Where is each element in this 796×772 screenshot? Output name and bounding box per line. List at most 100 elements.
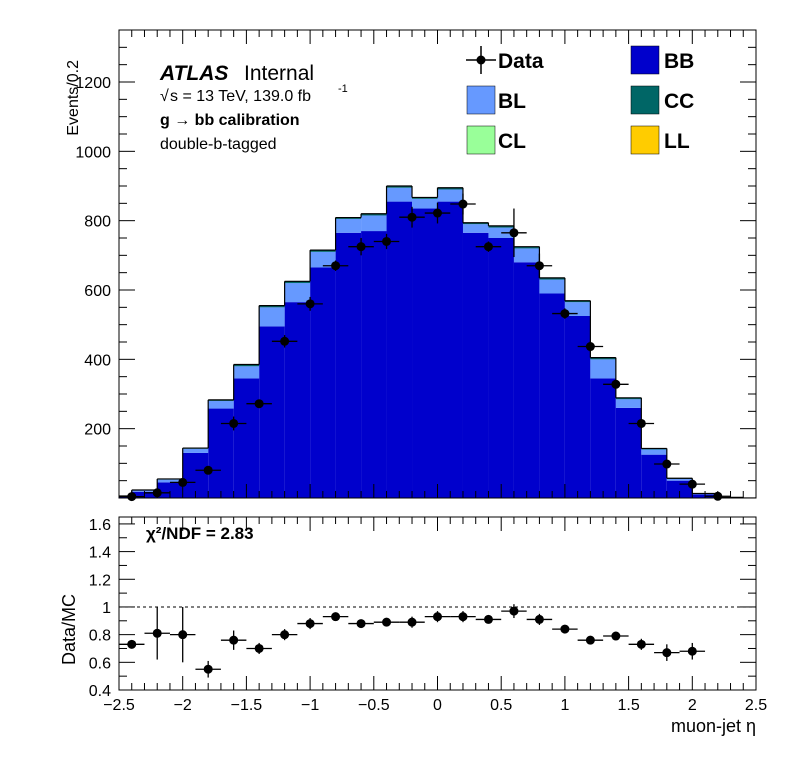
data-point-9 <box>356 242 366 252</box>
ratio-point-9 <box>356 619 366 629</box>
bar-bb-bin-16 <box>513 262 540 498</box>
legend-label-cl: CL <box>498 130 526 153</box>
legend-label-data: Data <box>498 50 544 73</box>
ratio-point-6 <box>280 630 290 640</box>
legend-swatch-bb <box>630 45 660 75</box>
ratio-y-axis-label: Data/MC <box>59 594 79 665</box>
main-x-ticks <box>118 30 757 498</box>
ratio-point-7 <box>305 619 315 629</box>
ratio-point-5 <box>254 643 264 653</box>
data-point-20 <box>636 418 646 428</box>
legend-swatch-bl <box>466 85 496 115</box>
bar-bb-bin-6 <box>259 326 285 498</box>
main-y-ticks: 200 400 600 800 1000 1200 <box>75 29 756 499</box>
ratio-panel: 0.4 0.6 0.8 1 1.2 1.4 1.6 −2.5 −2 −1.5 −1 −0.5 0 0.5… <box>59 516 767 736</box>
ratio-point-8 <box>331 612 341 622</box>
bar-cc-bin-13 <box>437 187 463 190</box>
legend-entry-data: Data <box>466 46 544 74</box>
legend-swatch-cl <box>466 125 496 155</box>
ratio-point-16 <box>534 614 544 624</box>
bar-bb-bin-14 <box>462 232 489 498</box>
ratio-point-14 <box>483 614 493 624</box>
bar-bb-bin-22 <box>666 480 693 498</box>
ratio-point-3 <box>203 664 213 674</box>
data-point-6 <box>280 336 290 346</box>
bar-bl-bin-6 <box>259 307 285 327</box>
ratio-point-2 <box>178 630 188 640</box>
bar-cc-bin-16 <box>513 246 540 249</box>
bar-cc-bin-9 <box>335 217 362 219</box>
tag-text: double-b-tagged <box>160 136 277 153</box>
ratio-point-21 <box>662 648 672 658</box>
ratio-y-ticks: 0.4 0.6 0.8 1 1.2 1.4 1.6 <box>89 517 756 700</box>
data-point-5 <box>254 399 264 409</box>
ratio-ytick-label-5: 1.4 <box>89 545 111 562</box>
main-ytick-label-1000: 1000 <box>75 144 111 161</box>
bar-cc-bin-5 <box>233 364 260 367</box>
bar-bl-bin-11 <box>386 187 413 202</box>
bar-bl-bin-10 <box>361 215 387 232</box>
ratio-xtick-label-7: 1 <box>560 697 569 714</box>
ratio-xtick-label-6: 0.5 <box>490 697 512 714</box>
energy-sqrt-symbol: √ <box>160 88 169 105</box>
data-point-4 <box>229 418 239 428</box>
bar-bl-bin-5 <box>233 366 260 379</box>
process-text: g → bb calibration <box>160 112 300 129</box>
ratio-xtick-label-4: −0.5 <box>358 697 390 714</box>
main-ytick-label-600: 600 <box>84 283 111 300</box>
bar-cc-bin-11 <box>386 186 413 188</box>
bar-bl-bin-7 <box>284 283 311 303</box>
bar-bb-bin-5 <box>233 378 260 498</box>
energy-superscript: -1 <box>338 83 348 95</box>
ratio-xtick-label-1: −2 <box>174 697 192 714</box>
data-point-11 <box>407 212 417 222</box>
main-ytick-label-200: 200 <box>84 422 111 439</box>
legend-entry-ll: LL <box>630 125 690 155</box>
legend-data-marker <box>476 55 486 65</box>
legend-entry-cc: CC <box>630 85 694 115</box>
bar-bl-bin-18 <box>564 302 591 316</box>
ratio-point-11 <box>407 617 417 627</box>
data-point-3 <box>203 465 213 475</box>
ratio-xtick-label-0: −2.5 <box>103 697 135 714</box>
ratio-xtick-label-9: 2 <box>688 697 697 714</box>
bar-bb-bin-21 <box>641 454 667 498</box>
ratio-point-13 <box>458 612 468 622</box>
legend-entry-bl: BL <box>466 85 526 115</box>
bar-bl-bin-2 <box>157 479 183 483</box>
data-point-18 <box>585 342 595 352</box>
ratio-point-10 <box>382 617 392 627</box>
ratio-ytick-label-2: 0.8 <box>89 628 111 645</box>
data-point-16 <box>534 261 544 271</box>
ratio-point-17 <box>560 624 570 634</box>
data-point-17 <box>560 309 570 319</box>
bar-bl-bin-3 <box>182 448 209 453</box>
ratio-point-19 <box>611 631 621 641</box>
bar-cc-bin-17 <box>539 277 565 280</box>
bar-bb-bin-15 <box>488 238 514 498</box>
bar-bl-bin-12 <box>412 198 438 209</box>
ratio-xtick-label-8: 1.5 <box>617 697 639 714</box>
ratio-point-4 <box>229 635 239 645</box>
main-y-axis-label: Events/0.2 <box>65 60 82 136</box>
bar-bb-bin-18 <box>564 316 591 498</box>
main-ytick-label-1200: 1200 <box>75 75 111 92</box>
ratio-ytick-label-4: 1.2 <box>89 572 111 589</box>
bar-bb-bin-8 <box>310 267 336 498</box>
bar-bl-bin-14 <box>462 224 489 233</box>
data-point-12 <box>433 208 442 218</box>
bar-cc-bin-6 <box>259 305 285 308</box>
main-panel: 200 400 600 800 1000 1200 Events/0.2 ATLAS In… <box>65 29 757 502</box>
bar-bb-bin-17 <box>539 293 565 498</box>
bar-bl-bin-19 <box>590 359 616 379</box>
bar-cc-bin-8 <box>310 250 336 252</box>
ratio-point-0 <box>127 639 137 649</box>
x-axis-label: muon-jet η <box>671 716 756 736</box>
stacked-bars <box>119 185 756 498</box>
data-point-8 <box>331 261 341 271</box>
main-ytick-label-800: 800 <box>84 214 111 231</box>
ratio-xtick-label-3: −1 <box>301 697 319 714</box>
ratio-x-ticks: −2.5 −2 −1.5 −1 −0.5 0 0.5 1 1.5 2 2.5 <box>103 517 767 714</box>
ratio-point-18 <box>585 635 595 645</box>
